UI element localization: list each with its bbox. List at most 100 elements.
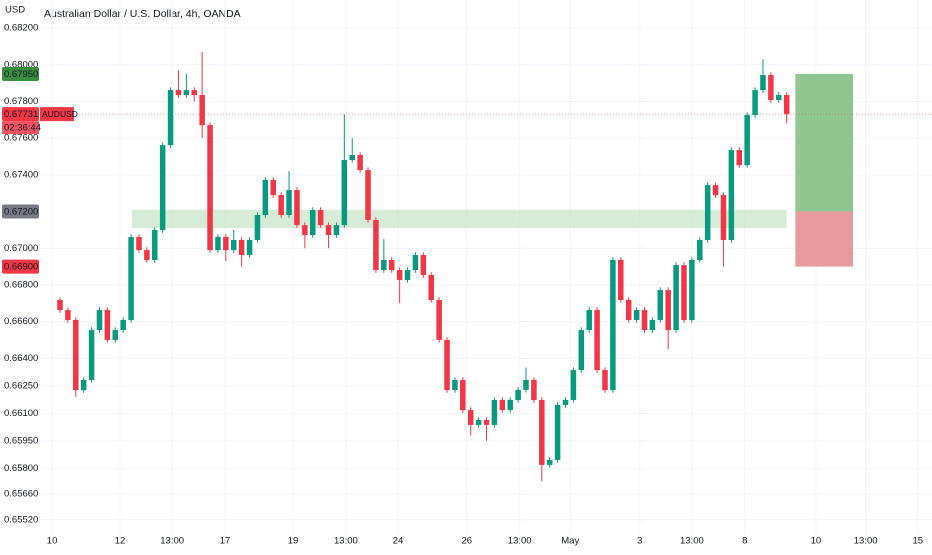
support-zone [131, 209, 787, 229]
candle-body [231, 239, 237, 251]
candle-body [325, 225, 332, 236]
chart-title: Australian Dollar / U.S. Dollar, 4h, OAN… [44, 8, 241, 20]
candle-body [278, 195, 284, 216]
x-tick-label: 26 [461, 536, 472, 547]
candle-body [128, 237, 134, 320]
candle-body [625, 299, 632, 320]
candle-body [388, 259, 395, 271]
candle-body [317, 210, 324, 226]
candle-body [768, 75, 774, 100]
symbol-label: AUDUSD [42, 109, 78, 119]
x-tick-label: 12 [115, 536, 126, 547]
x-tick-label: 10 [811, 536, 822, 547]
candle-body [412, 255, 419, 271]
candle-body [546, 459, 553, 465]
candle-body [736, 150, 743, 166]
candle-body [681, 265, 687, 320]
y-tick-label: 0.68200 [4, 23, 38, 34]
candle-body [515, 389, 521, 400]
candle-body [73, 319, 79, 391]
entry-label-bg [2, 204, 39, 219]
entry-label: 0.67200 [4, 207, 38, 218]
symbol-bg [40, 107, 74, 122]
y-tick-label: 0.66600 [4, 316, 38, 327]
candle-body [689, 259, 695, 320]
y-tick-label: 0.66400 [4, 353, 38, 364]
x-tick-label: 8 [742, 536, 747, 547]
candle-body [183, 90, 190, 96]
candle-body [499, 399, 506, 411]
candle-body [618, 259, 624, 300]
candle-body [460, 379, 466, 411]
candle-body [776, 95, 782, 100]
y-tick-label: 0.68000 [4, 59, 38, 70]
candle-body [783, 95, 790, 115]
candle-body [554, 404, 561, 460]
candle-body [175, 90, 182, 96]
y-tick-label: 0.65950 [4, 435, 38, 446]
candle-body [262, 179, 269, 216]
y-tick-label: 0.66250 [4, 380, 38, 391]
candle-body [294, 190, 300, 226]
candle-body [270, 179, 276, 196]
candle-body [88, 330, 95, 380]
candle-body [523, 379, 529, 390]
candle-body [594, 310, 600, 371]
candle-body [760, 75, 766, 91]
x-tick-label: 15 [912, 536, 923, 547]
candle-body [483, 419, 490, 425]
candle-body [720, 195, 727, 240]
y-tick-label: 0.67000 [4, 243, 38, 254]
candle-body [665, 290, 671, 331]
y-tick-label: 0.67400 [4, 169, 38, 180]
candle-body [286, 190, 292, 216]
x-tick-label: May [561, 536, 579, 547]
candle-body [531, 379, 537, 400]
candle-body [752, 90, 758, 116]
candle-body [428, 275, 434, 300]
y-tick-label: 0.65660 [4, 489, 38, 500]
candle-body [246, 239, 253, 256]
candle-body [570, 370, 577, 400]
candle-body [491, 399, 498, 425]
candle-body [215, 237, 221, 251]
candle-body [404, 270, 411, 280]
candle-body [467, 410, 474, 425]
profit-zone [795, 73, 854, 212]
currency-label: USD [5, 5, 25, 16]
candle-body [578, 330, 585, 371]
candle-body [728, 150, 735, 240]
candle-body [704, 185, 711, 240]
candle-body [167, 90, 174, 146]
candle-body [436, 299, 442, 340]
candle-body [152, 230, 158, 260]
y-tick-label: 0.66800 [4, 279, 38, 290]
candle-body [254, 215, 261, 240]
candle-body [349, 155, 355, 160]
x-tick-label: 13:00 [334, 536, 358, 547]
candle-body [144, 250, 150, 260]
candle-body [238, 239, 245, 256]
candle-body [357, 155, 363, 171]
stop-label: 0.66900 [4, 262, 38, 273]
last-price-label-bg [2, 107, 39, 122]
x-tick-label: 13:00 [680, 536, 704, 547]
candle-body [223, 237, 229, 251]
candle-body [365, 170, 371, 220]
candle-body [475, 419, 482, 425]
candle-body [657, 290, 664, 320]
y-tick-label: 0.65520 [4, 514, 38, 525]
candle-body [562, 399, 569, 405]
candle-body [381, 259, 387, 271]
candle-body [136, 237, 142, 251]
candle-body [744, 115, 750, 166]
candle-body [444, 339, 450, 391]
candle-body [112, 330, 119, 340]
y-tick-label: 0.66100 [4, 408, 38, 419]
x-tick-label: 13:00 [160, 536, 184, 547]
candle-body [673, 265, 679, 331]
candle-body [586, 310, 592, 331]
candle-body [633, 310, 640, 320]
candle-body [57, 299, 63, 311]
